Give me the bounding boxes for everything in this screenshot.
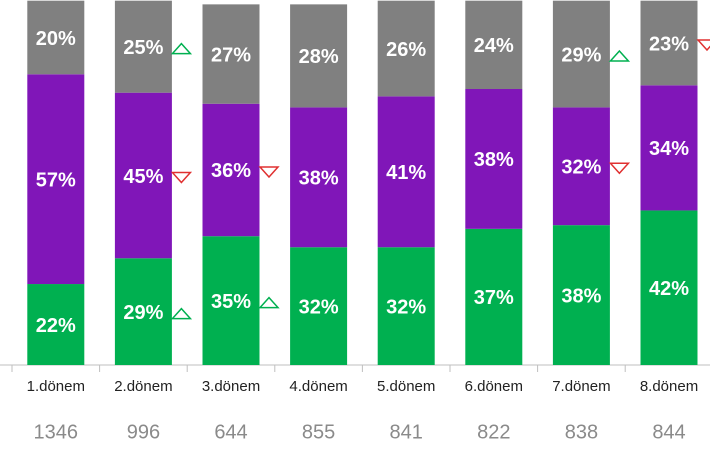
trend-marker — [258, 166, 280, 179]
count-label: 838 — [565, 421, 598, 443]
value-label: 32% — [299, 296, 339, 318]
trend-marker — [696, 39, 710, 52]
x-tick-label: 6.dönem — [465, 378, 523, 395]
bar-segment — [640, 210, 698, 365]
bar-segment — [640, 0, 698, 86]
bar-segment — [552, 0, 610, 108]
bar-segment — [114, 0, 172, 93]
value-label: 24% — [474, 35, 514, 57]
value-label: 25% — [123, 37, 163, 59]
count-label: 844 — [652, 421, 685, 443]
trend-marker — [170, 171, 193, 184]
trend-marker — [608, 49, 631, 62]
bar-segment — [114, 92, 172, 259]
trend-marker — [258, 296, 280, 309]
trend-marker — [170, 42, 193, 55]
value-label: 38% — [561, 285, 601, 307]
value-label: 37% — [474, 287, 514, 309]
bar-segment — [377, 247, 435, 365]
bar-segment — [640, 85, 698, 211]
count-label: 822 — [477, 421, 510, 443]
bar-segment — [465, 0, 523, 89]
bar-segment — [552, 107, 610, 226]
bar-segment — [27, 74, 85, 285]
bar-segment — [290, 4, 348, 108]
count-label: 855 — [302, 421, 335, 443]
bar-segment — [377, 96, 435, 248]
value-label: 29% — [561, 44, 601, 66]
trend-marker — [608, 162, 631, 175]
value-label: 23% — [649, 33, 689, 55]
bar-segment — [290, 107, 348, 248]
value-label: 45% — [123, 166, 163, 188]
count-label: 644 — [214, 421, 247, 443]
x-tick-label: 4.dönem — [289, 378, 347, 395]
bar-segment — [377, 0, 435, 97]
x-tick-label: 1.dönem — [27, 378, 85, 395]
bar-segment — [552, 225, 610, 365]
value-label: 32% — [561, 157, 601, 179]
bar-segment — [114, 258, 172, 365]
bar-segment — [290, 247, 348, 365]
value-label: 36% — [211, 160, 251, 182]
x-tick-label: 3.dönem — [202, 378, 260, 395]
bar-segment — [202, 4, 260, 104]
value-label: 20% — [36, 28, 76, 50]
x-tick-label: 7.dönem — [552, 378, 610, 395]
bar-segment — [27, 284, 85, 365]
trend-marker — [170, 307, 193, 320]
value-label: 42% — [649, 278, 689, 300]
bar-segment — [27, 0, 85, 75]
value-label: 41% — [386, 162, 426, 184]
value-label: 35% — [211, 291, 251, 313]
value-label: 26% — [386, 39, 426, 61]
count-label: 1346 — [34, 421, 79, 443]
bar-segment — [202, 103, 260, 237]
x-tick-label: 2.dönem — [114, 378, 172, 395]
value-label: 38% — [299, 168, 339, 190]
bar-segment — [465, 228, 523, 365]
value-label: 22% — [36, 315, 76, 337]
value-label: 28% — [299, 46, 339, 68]
value-label: 32% — [386, 296, 426, 318]
bar-segment — [202, 236, 260, 365]
bar-segment — [465, 89, 523, 229]
value-label: 38% — [474, 149, 514, 171]
value-label: 27% — [211, 44, 251, 66]
count-label: 841 — [390, 421, 423, 443]
count-label: 996 — [127, 421, 160, 443]
x-tick-label: 5.dönem — [377, 378, 435, 395]
value-label: 57% — [36, 169, 76, 191]
value-label: 29% — [123, 302, 163, 324]
value-label: 34% — [649, 138, 689, 160]
x-tick-label: 8.dönem — [640, 378, 698, 395]
